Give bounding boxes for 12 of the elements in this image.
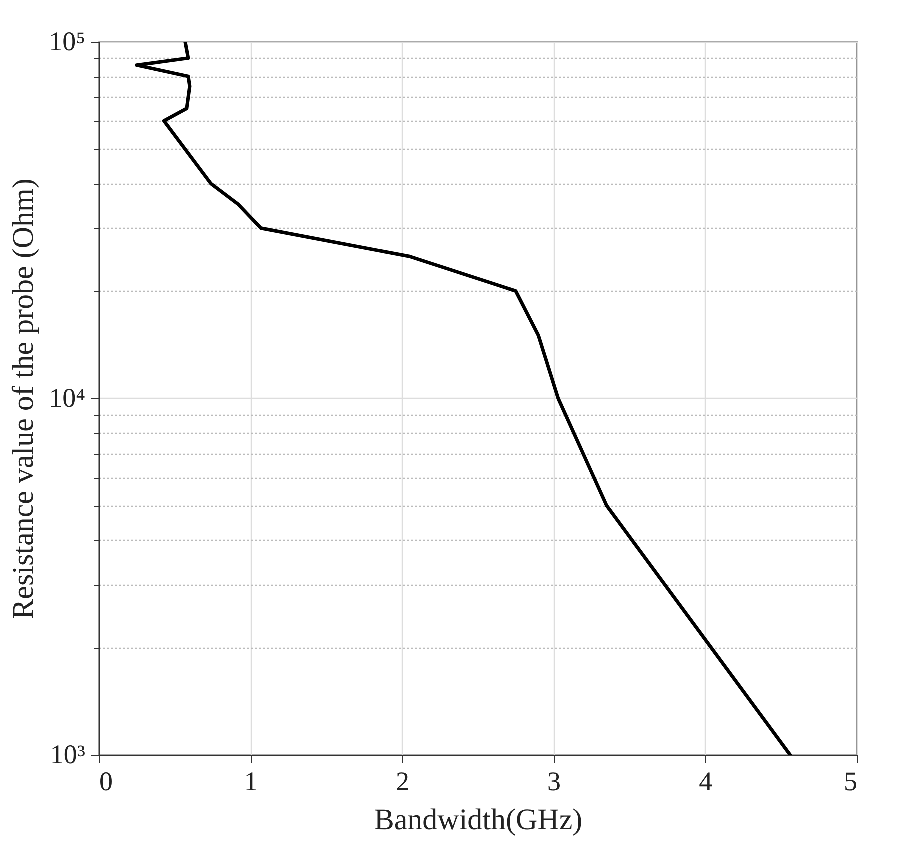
x-tick-label: 4 (699, 766, 714, 796)
line-series (135, 42, 792, 755)
y-tick-label: 10³ (50, 740, 86, 770)
x-tick-label: 3 (548, 766, 562, 796)
y-tick-label: 10⁴ (49, 383, 86, 413)
x-axis-title: Bandwidth(GHz) (374, 804, 583, 836)
y-axis-title: Resistance value of the probe (Ohm) (7, 178, 40, 620)
x-tick-label: 5 (844, 766, 858, 796)
x-tick-label: 1 (244, 766, 258, 796)
y-tick-label: 10⁵ (49, 26, 86, 56)
x-tick-label: 0 (100, 766, 113, 796)
x-tick-label: 2 (396, 766, 410, 796)
